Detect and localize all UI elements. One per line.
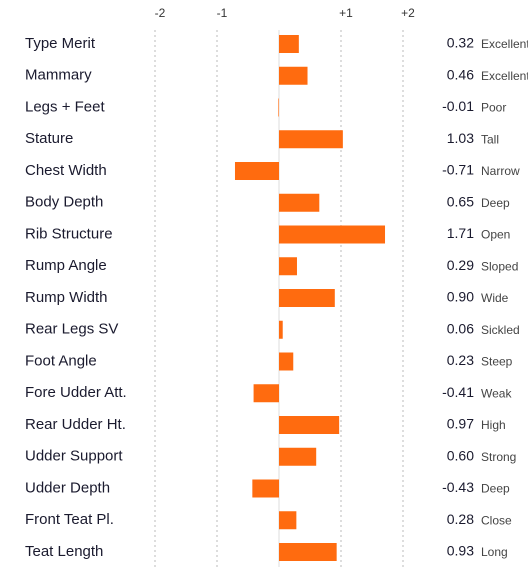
descriptor-label: Close <box>481 513 512 527</box>
bar <box>279 447 317 466</box>
value-label: 0.97 <box>447 416 474 432</box>
value-label: 0.90 <box>447 289 474 305</box>
value-label: 1.71 <box>447 225 474 241</box>
value-label: 0.23 <box>447 352 474 368</box>
value-label: -0.01 <box>442 98 474 114</box>
bar <box>279 66 308 85</box>
value-label: 0.60 <box>447 447 474 463</box>
category-label: Rump Width <box>25 289 108 306</box>
x-tick-label: +1 <box>339 6 353 20</box>
category-label: Mammary <box>25 67 92 84</box>
descriptor-label: High <box>481 418 506 432</box>
value-label: -0.43 <box>442 479 474 495</box>
descriptor-label: Open <box>481 228 510 242</box>
value-label: 0.46 <box>447 66 474 82</box>
category-label: Rear Legs SV <box>25 321 118 338</box>
category-label: Front Teat Pl. <box>25 511 114 528</box>
category-label: Body Depth <box>25 194 103 211</box>
category-label: Udder Depth <box>25 479 110 496</box>
value-label: -0.41 <box>442 384 474 400</box>
bar <box>279 193 320 212</box>
bar <box>234 162 279 180</box>
bar <box>279 130 343 149</box>
value-label: 0.29 <box>447 257 474 273</box>
x-tick-label: +2 <box>401 6 415 20</box>
value-label: -0.71 <box>442 162 474 178</box>
value-label: 0.32 <box>447 35 474 51</box>
descriptor-label: Strong <box>481 450 516 464</box>
category-label: Rear Udder Ht. <box>25 416 126 433</box>
category-label: Chest Width <box>25 162 107 179</box>
value-label: 0.93 <box>447 543 474 559</box>
bar <box>279 511 297 530</box>
bar <box>252 479 279 498</box>
category-label: Legs + Feet <box>25 98 105 115</box>
category-label: Type Merit <box>25 35 96 52</box>
category-label: Teat Length <box>25 543 103 560</box>
bar <box>279 543 337 561</box>
value-label: 0.06 <box>447 320 474 336</box>
descriptor-label: Narrow <box>481 164 520 178</box>
x-tick-label: -2 <box>155 6 166 20</box>
descriptor-label: Steep <box>481 355 513 369</box>
descriptor-label: Weak <box>481 386 512 400</box>
bar <box>279 257 297 276</box>
value-label: 1.03 <box>447 130 474 146</box>
bar <box>279 352 294 371</box>
bar <box>253 384 279 403</box>
descriptor-label: Wide <box>481 291 509 305</box>
descriptor-label: Sloped <box>481 259 518 273</box>
category-label: Rib Structure <box>25 225 113 242</box>
category-label: Rump Angle <box>25 257 107 274</box>
descriptor-label: Excellent <box>481 69 528 83</box>
descriptor-label: Sickled <box>481 323 520 337</box>
value-label: 0.28 <box>447 511 474 527</box>
category-label: Foot Angle <box>25 352 97 369</box>
bar <box>279 35 299 53</box>
category-label: Udder Support <box>25 448 123 465</box>
descriptor-label: Excellent <box>481 37 528 51</box>
descriptor-label: Deep <box>481 482 510 496</box>
category-label: Fore Udder Att. <box>25 384 127 401</box>
x-tick-label: -1 <box>217 6 228 20</box>
descriptor-label: Long <box>481 545 508 559</box>
bar <box>279 225 386 244</box>
bar <box>279 320 283 339</box>
category-label: Stature <box>25 130 73 147</box>
value-label: 0.65 <box>447 193 474 209</box>
bar <box>279 289 335 307</box>
descriptor-label: Deep <box>481 196 510 210</box>
descriptor-label: Tall <box>481 132 499 146</box>
descriptor-label: Poor <box>481 101 506 115</box>
bar <box>279 416 340 434</box>
bar <box>278 98 279 117</box>
